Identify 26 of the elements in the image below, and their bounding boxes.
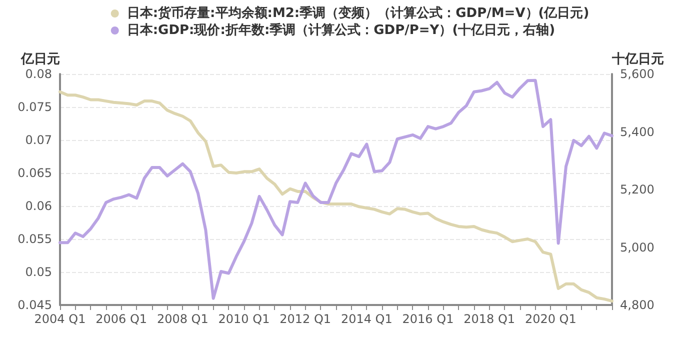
x-tick-label: 2012 Q1 (280, 312, 332, 326)
y-tick-label: 0.05 (25, 265, 52, 279)
y2-tick-label: 5,600 (620, 67, 654, 81)
y2-tick-label: 5,200 (620, 182, 654, 196)
legend-label: 日本:GDP:现价:折年数:季调（计算公式：GDP/P=Y）(十亿日元，右轴) (126, 22, 556, 38)
x-tick-label: 2020 Q1 (524, 312, 576, 326)
x-tick-label: 2008 Q1 (156, 312, 208, 326)
y-tick-label: 0.055 (18, 232, 52, 246)
y-tick-label: 0.08 (25, 67, 52, 81)
y2-tick-label: 5,400 (620, 124, 654, 139)
y-tick-label: 0.075 (18, 100, 52, 114)
x-tick-label: 2016 Q1 (402, 312, 454, 326)
x-tick-label: 2018 Q1 (464, 312, 516, 326)
y-tick-label: 0.045 (18, 298, 52, 312)
y2-tick-label: 5,000 (620, 240, 654, 254)
y-tick-label: 0.07 (25, 133, 52, 147)
legend-label: 日本:货币存量:平均余额:M2:季调（变频）（计算公式：GDP/M=V）(亿日元) (126, 5, 590, 21)
x-tick-label: 2014 Q1 (340, 312, 392, 326)
y-axis-title: 亿日元 (20, 52, 60, 67)
x-tick-label: 2010 Q1 (218, 312, 270, 326)
y2-axis-title: 十亿日元 (611, 52, 664, 67)
y-tick-label: 0.06 (25, 199, 52, 213)
x-tick-label: 2006 Q1 (96, 312, 148, 326)
y-tick-label: 0.065 (18, 166, 52, 180)
x-tick-label: 2004 Q1 (34, 312, 86, 326)
y2-tick-label: 4,800 (620, 298, 654, 312)
